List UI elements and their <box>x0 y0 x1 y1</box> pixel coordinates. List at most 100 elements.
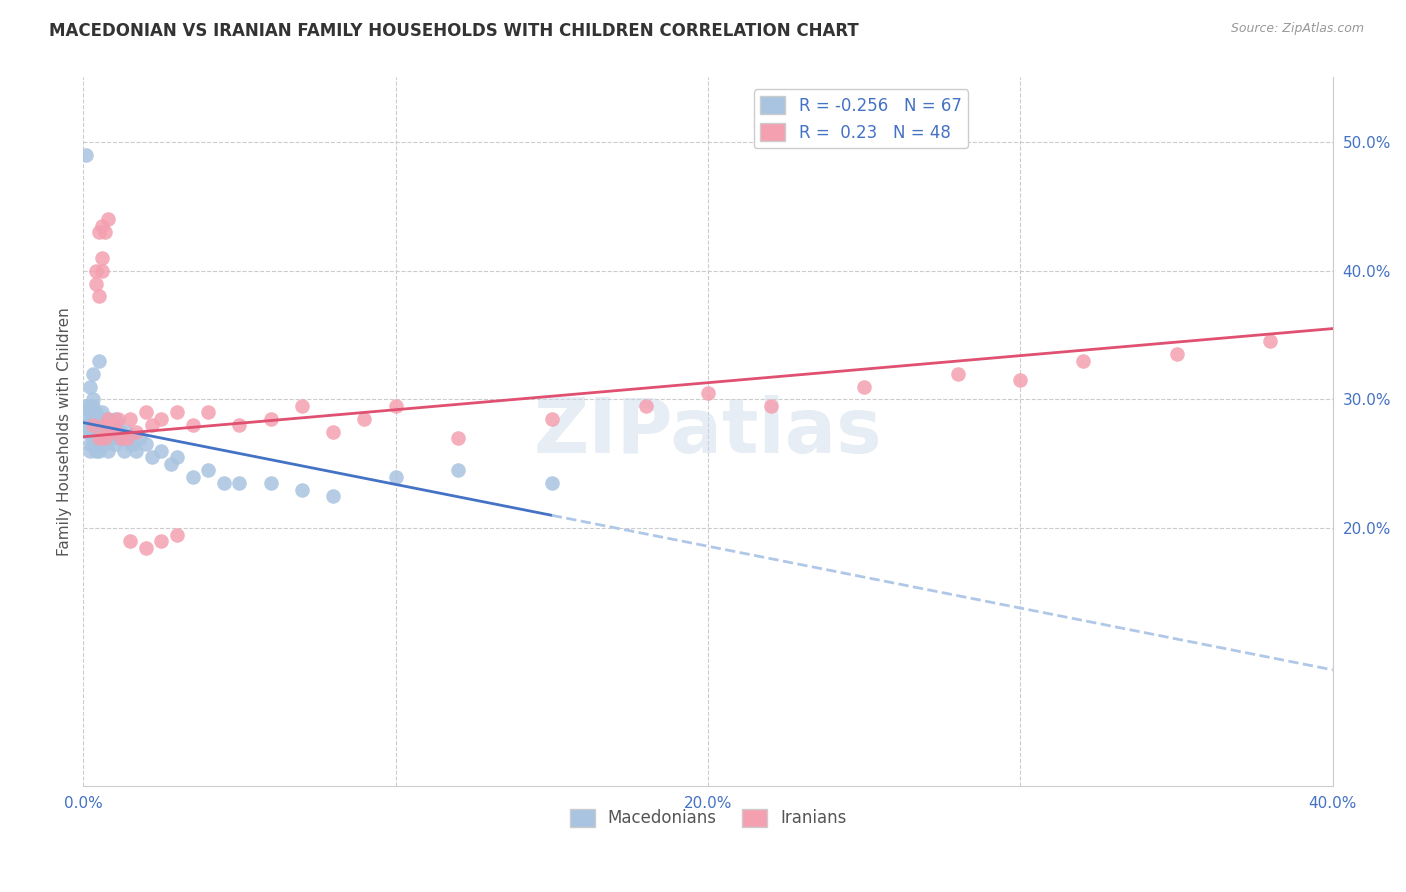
Point <box>120 437 142 451</box>
Point <box>79 444 101 458</box>
Point <box>79 379 101 393</box>
Point <box>91 425 114 439</box>
Point <box>82 392 104 407</box>
Point <box>97 212 120 227</box>
Point <box>91 437 114 451</box>
Point <box>87 289 110 303</box>
Point <box>353 411 375 425</box>
Point <box>1071 353 1094 368</box>
Point <box>634 399 657 413</box>
Point <box>84 444 107 458</box>
Point <box>759 399 782 413</box>
Point <box>97 444 120 458</box>
Point <box>540 411 562 425</box>
Point <box>697 386 720 401</box>
Point <box>181 469 204 483</box>
Point <box>79 405 101 419</box>
Point <box>87 353 110 368</box>
Point <box>94 411 117 425</box>
Point <box>91 405 114 419</box>
Point <box>946 367 969 381</box>
Point <box>112 444 135 458</box>
Point <box>82 411 104 425</box>
Point <box>79 399 101 413</box>
Point <box>84 431 107 445</box>
Point <box>125 444 148 458</box>
Point <box>197 405 219 419</box>
Point <box>384 399 406 413</box>
Point <box>228 476 250 491</box>
Point <box>97 431 120 445</box>
Y-axis label: Family Households with Children: Family Households with Children <box>58 307 72 556</box>
Point <box>75 147 97 161</box>
Point <box>1258 334 1281 349</box>
Point <box>79 437 101 451</box>
Point <box>103 437 125 451</box>
Point <box>94 418 117 433</box>
Point <box>150 534 173 549</box>
Point <box>853 379 876 393</box>
Point <box>91 263 114 277</box>
Point <box>135 437 157 451</box>
Point <box>75 411 97 425</box>
Point <box>322 489 344 503</box>
Point <box>75 425 97 439</box>
Point <box>447 431 470 445</box>
Point <box>103 418 125 433</box>
Point <box>115 425 138 439</box>
Point <box>291 399 314 413</box>
Point <box>94 431 117 445</box>
Point <box>103 425 125 439</box>
Point <box>82 425 104 439</box>
Point <box>135 541 157 555</box>
Point <box>150 411 173 425</box>
Point <box>110 425 132 439</box>
Point <box>87 225 110 239</box>
Point <box>125 425 148 439</box>
Point <box>166 405 188 419</box>
Point <box>103 411 125 425</box>
Point <box>107 411 129 425</box>
Point <box>135 405 157 419</box>
Point <box>84 277 107 291</box>
Point <box>384 469 406 483</box>
Point <box>120 431 142 445</box>
Point <box>91 219 114 233</box>
Point <box>84 418 107 433</box>
Text: MACEDONIAN VS IRANIAN FAMILY HOUSEHOLDS WITH CHILDREN CORRELATION CHART: MACEDONIAN VS IRANIAN FAMILY HOUSEHOLDS … <box>49 22 859 40</box>
Point <box>212 476 235 491</box>
Point <box>91 251 114 265</box>
Text: Source: ZipAtlas.com: Source: ZipAtlas.com <box>1230 22 1364 36</box>
Point <box>110 431 132 445</box>
Point <box>84 405 107 419</box>
Point <box>447 463 470 477</box>
Point <box>166 450 188 465</box>
Point <box>100 431 122 445</box>
Point <box>100 418 122 433</box>
Point <box>120 534 142 549</box>
Point <box>97 411 120 425</box>
Point <box>97 411 120 425</box>
Point <box>120 411 142 425</box>
Point <box>94 437 117 451</box>
Point <box>87 425 110 439</box>
Point <box>141 450 163 465</box>
Text: ZIPatlas: ZIPatlas <box>534 394 883 468</box>
Point <box>82 418 104 433</box>
Point <box>228 418 250 433</box>
Point <box>91 418 114 433</box>
Point <box>87 411 110 425</box>
Point <box>122 437 145 451</box>
Point <box>540 476 562 491</box>
Point <box>75 399 97 413</box>
Point <box>150 444 173 458</box>
Point <box>112 431 135 445</box>
Point <box>94 225 117 239</box>
Point <box>141 418 163 433</box>
Legend: Macedonians, Iranians: Macedonians, Iranians <box>562 802 853 834</box>
Point <box>291 483 314 497</box>
Point <box>181 418 204 433</box>
Point <box>1166 347 1188 361</box>
Point <box>159 457 181 471</box>
Point <box>166 527 188 541</box>
